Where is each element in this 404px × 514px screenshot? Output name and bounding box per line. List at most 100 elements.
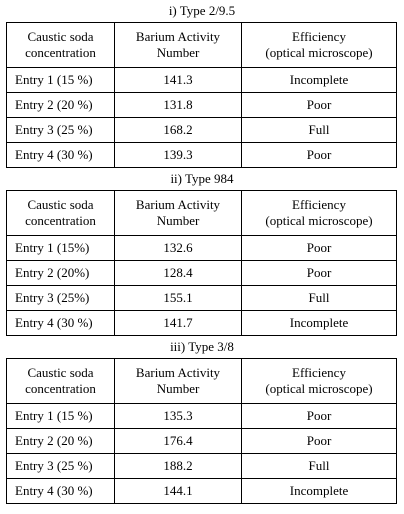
header-bav: Barium Activity Number — [114, 358, 242, 404]
efficiency-value: Poor — [306, 97, 332, 112]
table-row: Entry 4 (30 %) 139.3 Poor — [6, 142, 397, 168]
table-row: Entry 4 (30 %) 144.1 Incomplete — [6, 478, 397, 504]
efficiency-value: Poor — [306, 433, 332, 448]
bav-value: 141.3 — [163, 72, 193, 87]
header-bav: Barium Activity Number — [114, 190, 242, 236]
cell-entry: Entry 4 (30 %) — [6, 478, 115, 504]
table-caption: ii) Type 984 — [170, 171, 234, 186]
cell-bav: 135.3 — [114, 403, 242, 429]
cell-bav: 188.2 — [114, 453, 242, 479]
bav-value: 168.2 — [163, 122, 193, 137]
efficiency-value: Full — [308, 290, 330, 305]
header-text: (optical microscope) — [265, 213, 373, 228]
cell-entry: Entry 2 (20 %) — [6, 92, 115, 118]
header-efficiency: Efficiency (optical microscope) — [241, 358, 397, 404]
table-row: Entry 1 (15 %) 141.3 Incomplete — [6, 67, 397, 93]
cell-entry: Entry 3 (25 %) — [6, 117, 115, 143]
cell-entry: Entry 2 (20 %) — [6, 428, 115, 454]
cell-bav: 155.1 — [114, 285, 242, 311]
header-text: Barium Activity — [135, 197, 221, 212]
bav-value: 135.3 — [163, 408, 193, 423]
table-row: Entry 2 (20%) 128.4 Poor — [6, 260, 397, 286]
bav-value: 188.2 — [163, 458, 193, 473]
header-text: Barium Activity — [135, 365, 221, 380]
entry-text: Entry 4 (30 %) — [15, 483, 93, 498]
cell-efficiency: Poor — [241, 428, 397, 454]
cell-efficiency: Full — [241, 117, 397, 143]
table-row: Entry 3 (25 %) 168.2 Full — [6, 117, 397, 143]
efficiency-value: Incomplete — [289, 72, 349, 87]
header-row: Caustic soda concentration Barium Activi… — [6, 22, 397, 68]
table-row: Entry 3 (25%) 155.1 Full — [6, 285, 397, 311]
bav-value: 131.8 — [163, 97, 193, 112]
cell-efficiency: Incomplete — [241, 67, 397, 93]
efficiency-value: Poor — [306, 147, 332, 162]
cell-entry: Entry 3 (25%) — [6, 285, 115, 311]
table-row: Entry 2 (20 %) 131.8 Poor — [6, 92, 397, 118]
cell-efficiency: Full — [241, 285, 397, 311]
entry-text: Entry 4 (30 %) — [15, 315, 93, 330]
header-text: (optical microscope) — [265, 45, 373, 60]
cell-bav: 131.8 — [114, 92, 242, 118]
entry-text: Entry 2 (20 %) — [15, 433, 93, 448]
efficiency-value: Incomplete — [289, 483, 349, 498]
header-efficiency: Efficiency (optical microscope) — [241, 22, 397, 68]
header-text: Caustic soda — [27, 365, 94, 380]
table-row: Entry 1 (15 %) 135.3 Poor — [6, 403, 397, 429]
bav-value: 139.3 — [163, 147, 193, 162]
header-text: concentration — [25, 45, 96, 60]
header-concentration: Caustic soda concentration — [6, 358, 115, 404]
table-row: Entry 2 (20 %) 176.4 Poor — [6, 428, 397, 454]
cell-bav: 168.2 — [114, 117, 242, 143]
header-text: Efficiency — [292, 29, 346, 44]
cell-efficiency: Poor — [241, 142, 397, 168]
header-concentration: Caustic soda concentration — [6, 22, 115, 68]
cell-efficiency: Full — [241, 453, 397, 479]
cell-efficiency: Poor — [241, 403, 397, 429]
header-text: Efficiency — [292, 197, 346, 212]
entry-text: Entry 3 (25 %) — [15, 122, 93, 137]
efficiency-value: Poor — [306, 265, 332, 280]
bav-value: 144.1 — [163, 483, 193, 498]
efficiency-value: Poor — [306, 240, 332, 255]
cell-bav: 141.7 — [114, 310, 242, 336]
header-text: Caustic soda — [27, 29, 94, 44]
entry-text: Entry 1 (15 %) — [15, 72, 93, 87]
header-text: concentration — [25, 381, 96, 396]
cell-bav: 139.3 — [114, 142, 242, 168]
header-text: (optical microscope) — [265, 381, 373, 396]
cell-efficiency: Incomplete — [241, 310, 397, 336]
header-text: Caustic soda — [27, 197, 94, 212]
cell-bav: 132.6 — [114, 235, 242, 261]
cell-bav: 141.3 — [114, 67, 242, 93]
header-row: Caustic soda concentration Barium Activi… — [6, 358, 397, 404]
table-row: Entry 3 (25 %) 188.2 Full — [6, 453, 397, 479]
cell-entry: Entry 2 (20%) — [6, 260, 115, 286]
cell-efficiency: Poor — [241, 92, 397, 118]
bav-value: 132.6 — [163, 240, 193, 255]
entry-text: Entry 4 (30 %) — [15, 147, 93, 162]
bav-value: 128.4 — [163, 265, 193, 280]
header-text: Efficiency — [292, 365, 346, 380]
table-caption: i) Type 2/9.5 — [168, 3, 236, 18]
table-caption: iii) Type 3/8 — [170, 339, 234, 354]
table-row: Entry 4 (30 %) 141.7 Incomplete — [6, 310, 397, 336]
header-bav: Barium Activity Number — [114, 22, 242, 68]
entry-text: Entry 1 (15%) — [15, 240, 90, 255]
table-row: Entry 1 (15%) 132.6 Poor — [6, 235, 397, 261]
cell-efficiency: Poor — [241, 235, 397, 261]
entry-text: Entry 2 (20%) — [15, 265, 90, 280]
header-efficiency: Efficiency (optical microscope) — [241, 190, 397, 236]
efficiency-value: Incomplete — [289, 315, 349, 330]
header-text: Number — [156, 45, 200, 60]
bav-value: 176.4 — [163, 433, 193, 448]
results-table-type-3-8: Caustic soda concentration Barium Activi… — [6, 358, 397, 504]
bav-value: 155.1 — [163, 290, 193, 305]
entry-text: Entry 1 (15 %) — [15, 408, 93, 423]
entry-text: Entry 3 (25 %) — [15, 458, 93, 473]
efficiency-value: Full — [308, 458, 330, 473]
results-table-type-984: Caustic soda concentration Barium Activi… — [6, 190, 397, 336]
header-text: Number — [156, 213, 200, 228]
cell-bav: 128.4 — [114, 260, 242, 286]
cell-entry: Entry 4 (30 %) — [6, 310, 115, 336]
